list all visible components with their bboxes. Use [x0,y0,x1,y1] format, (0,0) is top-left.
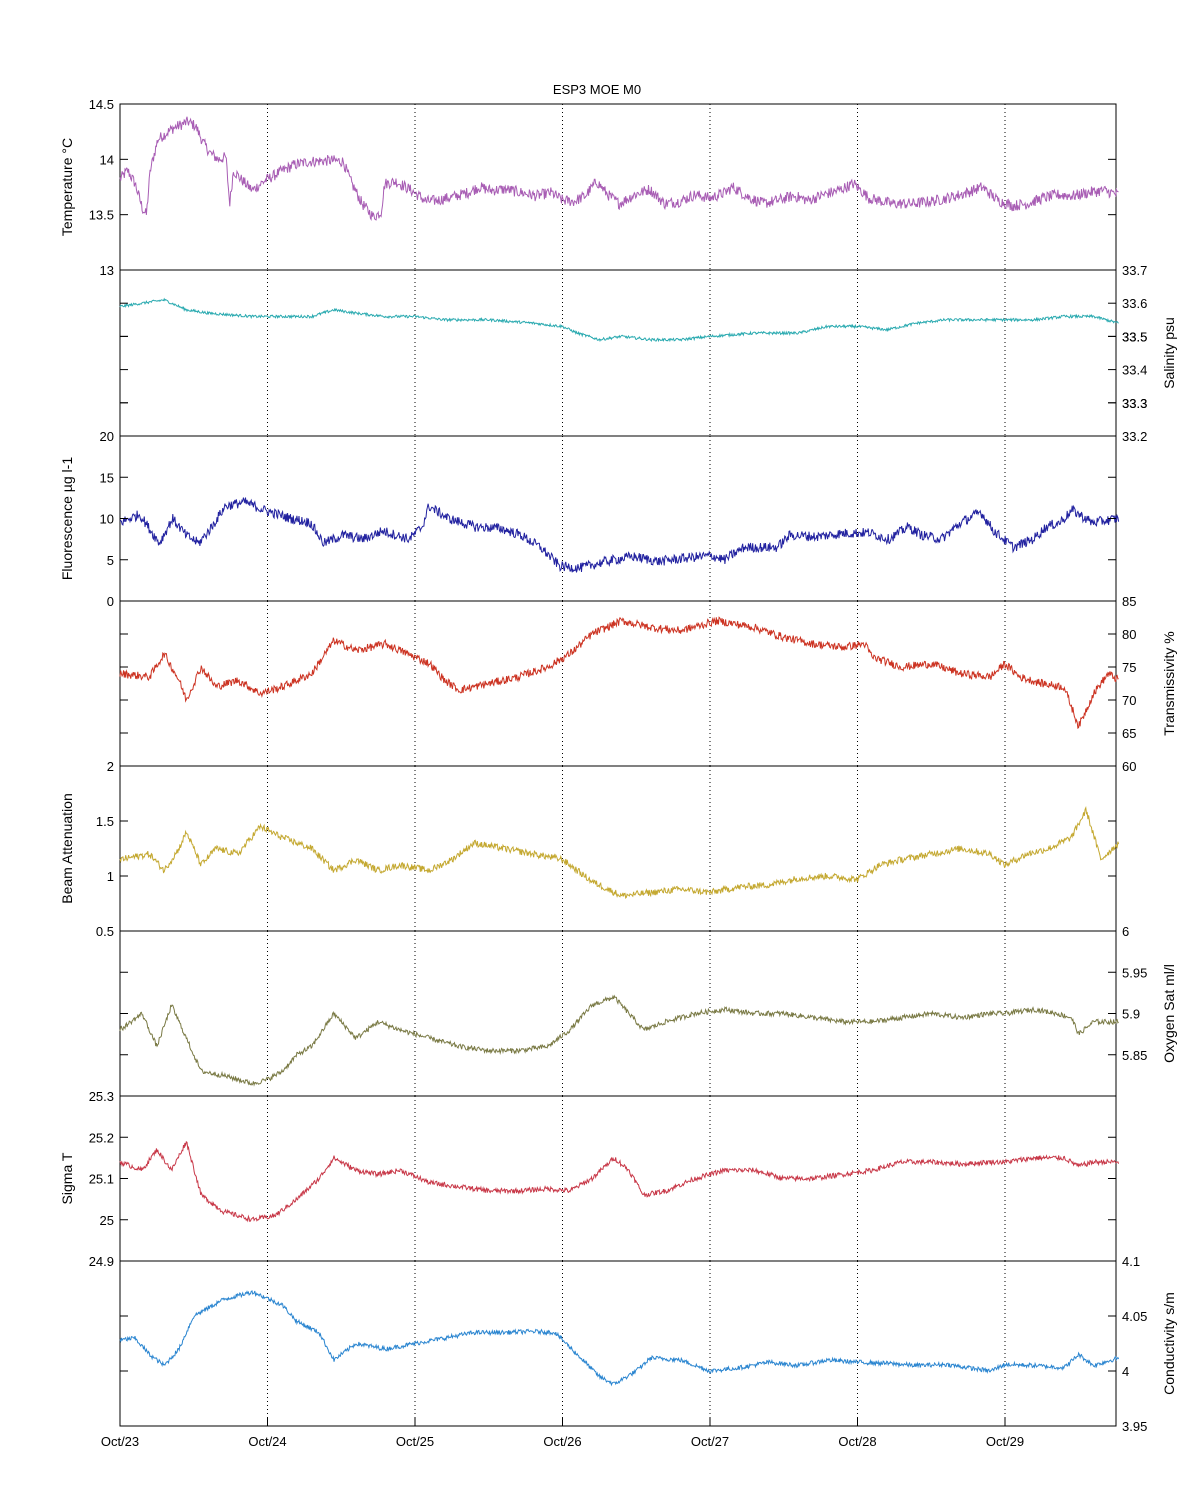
y-axis-label-fluorescence: Fluorescence µg l-1 [59,457,75,580]
y-tick-label: 3.95 [1122,1419,1147,1434]
series-line-fluorescence [119,497,1120,573]
y-tick-label: 2 [107,759,114,774]
y-axis-label-salinity: Salinity psu [1161,317,1177,389]
y-tick-label: 65 [1122,726,1136,741]
y-tick-label: 6 [1122,924,1129,939]
y-tick-label: 33.3 [1122,396,1147,411]
y-axis-label-sigma_t: Sigma T [59,1152,75,1204]
y-axis-label-oxygen: Oxygen Sat ml/l [1161,964,1177,1063]
y-tick-label: 1.5 [96,814,114,829]
y-tick-label: 4.1 [1122,1254,1140,1269]
y-tick-label: 33.5 [1122,329,1147,344]
y-tick-label: 25.2 [89,1130,114,1145]
y-tick-label: 5.9 [1122,1007,1140,1022]
y-tick-label: 14.5 [89,97,114,112]
y-tick-label: 75 [1122,660,1136,675]
y-tick-label: 25 [100,1213,114,1228]
x-axis: Oct/23 Oct/24 Oct/25 Oct/26 Oct/27 Oct/28 Oct/… [101,1418,1024,1449]
y-tick-label: 0 [107,594,114,609]
y-tick-label: 4 [1122,1364,1129,1379]
panel-transmissivity: 60 65 70 75 80 85 Transmissivity % [119,594,1177,774]
y-tick-label: 5 [107,553,114,568]
y-tick-label: 0.5 [96,924,114,939]
panel-frame-conductivity [119,1260,1117,1427]
y-tick-label: 13.5 [89,208,114,223]
panel-frame-beam_attenuation [119,765,1117,932]
y-tick-label: 33.5 [1122,329,1147,344]
panel-frame-transmissivity [119,600,1117,767]
x-tick-label: Oct/25 [396,1434,434,1449]
x-tick-label: Oct/29 [986,1434,1024,1449]
y-tick-label: 60 [1122,759,1136,774]
chart-title: ESP3 MOE M0 [553,82,641,97]
y-tick-label: 15 [100,470,114,485]
panel-fluorescence: 0 5 10 15 20 Fluorescence µg l-1 [59,429,1120,609]
y-tick-label: 33.6 [1122,296,1147,311]
y-tick-label: 33.3 [1122,396,1147,411]
panel-frame-oxygen [119,930,1117,1097]
y-axis-label-conductivity: Conductivity s/m [1161,1292,1177,1395]
y-axis-label-transmissivity: Transmissivity % [1161,631,1177,736]
panel-sigma_t: 24.9 25 25.1 25.2 25.3 Sigma T [59,1089,1120,1269]
y-tick-label: 5.85 [1122,1048,1147,1063]
series-line-beam_attenuation [119,806,1120,900]
panel-frame-temperature [119,103,1117,271]
series-line-salinity [119,297,1119,343]
y-tick-label: 1 [107,869,114,884]
y-tick-label: 85 [1122,594,1136,609]
y-tick-label: 25.3 [89,1089,114,1104]
y-tick-label: 80 [1122,627,1136,642]
panel-frame-sigma_t [119,1095,1117,1262]
x-tick-label: Oct/24 [248,1434,286,1449]
x-tick-label: Oct/26 [543,1434,581,1449]
x-tick-label: Oct/23 [101,1434,139,1449]
panel-salinity: 33.233.333.333.433.533.533.633.7Salinity… [119,263,1177,444]
y-tick-label: 70 [1122,693,1136,708]
x-tick-label: Oct/27 [691,1434,729,1449]
series-line-sigma_t [119,1140,1120,1223]
series-line-conductivity [119,1290,1120,1387]
panel-frame-salinity [119,269,1117,437]
y-tick-label: 24.9 [89,1254,114,1269]
y-tick-label: 20 [100,429,114,444]
y-tick-label: 33.4 [1122,363,1147,378]
y-tick-label: 10 [100,512,114,527]
y-tick-label: 13 [100,263,114,278]
x-tick-label: Oct/28 [838,1434,876,1449]
y-tick-label: 4.05 [1122,1309,1147,1324]
panel-oxygen: 5.85 5.9 5.95 6 Oxygen Sat ml/l [119,924,1177,1097]
panel-conductivity: 3.95 4 4.05 4.1 Conductivity s/m [119,1254,1177,1434]
y-tick-label: 5.95 [1122,965,1147,980]
y-tick-label: 25.1 [89,1172,114,1187]
y-tick-label: 14 [100,152,114,167]
y-tick-label: 33.2 [1122,429,1147,444]
y-axis-label-beam_attenuation: Beam Attenuation [59,793,75,904]
series-line-temperature [119,116,1119,222]
panel-beam_attenuation: 0.5 1 1.5 2 Beam Attenuation [59,759,1120,939]
panel-temperature: 13 13.5 14 14.5 Temperature °C [59,97,1119,278]
series-line-transmissivity [119,616,1119,729]
y-tick-label: 33.7 [1122,263,1147,278]
y-axis-label-temperature: Temperature °C [59,138,75,236]
series-line-oxygen [119,994,1119,1087]
